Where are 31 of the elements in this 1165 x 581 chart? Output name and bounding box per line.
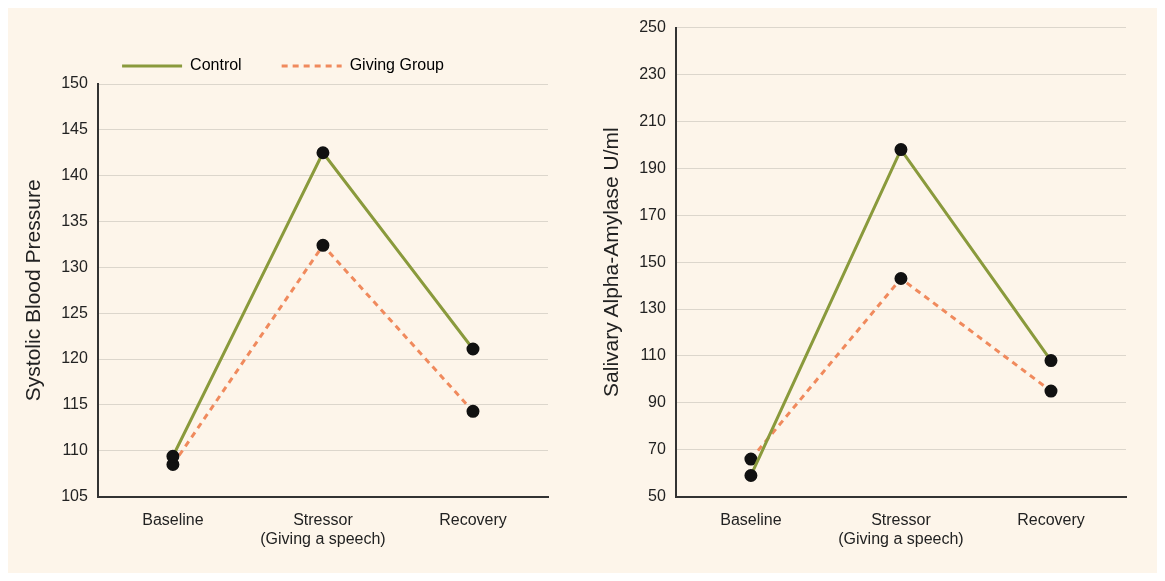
y-tick-label: 90	[648, 393, 666, 411]
y-axis-title: Salivary Alpha-Amylase U/ml	[599, 127, 623, 397]
y-tick-label: 250	[639, 18, 666, 36]
y-tick-label: 145	[61, 120, 88, 138]
y-tick-label: 70	[648, 440, 666, 458]
x-tick-label: Stressor (Giving a speech)	[838, 510, 964, 547]
y-tick-label: 105	[61, 487, 88, 505]
y-tick-label: 135	[61, 211, 88, 229]
y-tick-label: 50	[648, 487, 666, 505]
x-tick-label: Recovery	[1017, 510, 1085, 528]
y-axis-title: Systolic Blood Pressure	[21, 179, 45, 402]
y-tick-label: 190	[639, 158, 666, 176]
x-tick-label: Recovery	[439, 510, 507, 528]
y-tick-label: 210	[639, 111, 666, 129]
x-tick-label: Baseline	[720, 510, 782, 528]
y-tick-label: 170	[639, 205, 666, 223]
y-tick-label: 125	[61, 303, 88, 321]
y-tick-label: 110	[62, 441, 88, 459]
x-tick-label: Baseline	[142, 510, 204, 528]
y-tick-label: 150	[61, 74, 88, 92]
y-tick-label: 130	[639, 299, 666, 317]
y-tick-label: 130	[61, 257, 88, 275]
y-tick-label: 115	[62, 395, 88, 413]
y-tick-label: 230	[639, 64, 666, 82]
y-tick-label: 140	[61, 166, 88, 184]
legend-label: Control	[190, 56, 242, 74]
y-tick-label: 150	[639, 252, 666, 270]
x-tick-label: Stressor (Giving a speech)	[260, 510, 386, 547]
y-tick-label: 120	[61, 349, 88, 367]
y-tick-label: 110	[640, 346, 666, 364]
legend-label: Giving Group	[349, 56, 445, 74]
